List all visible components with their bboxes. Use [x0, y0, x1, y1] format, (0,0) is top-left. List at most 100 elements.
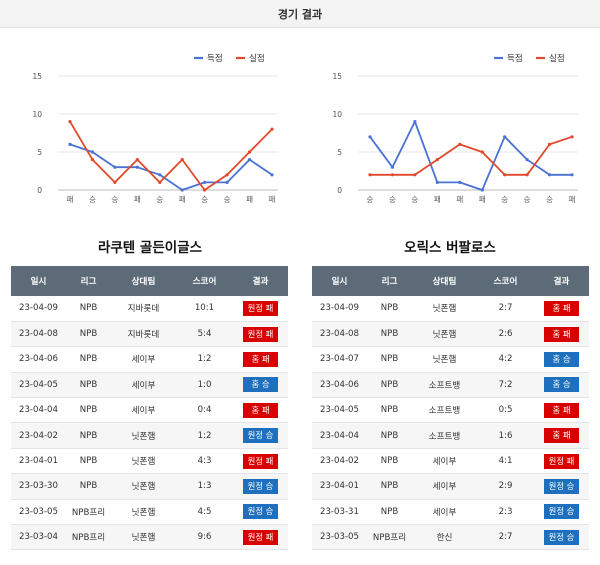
- cell-league: NPB: [66, 321, 111, 348]
- cell-league: NPB: [367, 422, 412, 449]
- cell-date: 23-04-05: [11, 372, 66, 399]
- cell-opponent: 지바롯데: [111, 321, 176, 348]
- result-badge: 홈 패: [544, 402, 579, 418]
- cell-result: 홈 패: [233, 397, 288, 424]
- cell-date: 23-04-05: [312, 397, 367, 424]
- x-tick-label: 패: [246, 194, 253, 204]
- data-point: [368, 173, 372, 177]
- cell-date: 23-04-06: [312, 372, 367, 399]
- cell-opponent: 세이부: [111, 346, 176, 373]
- table-row: 23-04-08 NPB 닛폰햄 2:6 홈 패: [312, 321, 589, 348]
- cell-score: 5:4: [176, 321, 233, 348]
- x-tick-label: 승: [411, 195, 418, 204]
- cell-opponent: 닛폰햄: [111, 448, 176, 475]
- result-badge: 원정 패: [243, 326, 278, 342]
- data-point: [113, 165, 117, 169]
- data-point: [435, 180, 439, 184]
- data-point: [503, 135, 507, 139]
- table-row: 23-04-02 NPB 닛폰햄 1:2 원정 승: [11, 422, 288, 449]
- data-point: [435, 158, 439, 162]
- table-header-row: 일시 리그 상대팀 스코어 결과: [11, 266, 288, 296]
- cell-score: 2:9: [477, 473, 534, 500]
- table-row: 23-04-06 NPB 세이부 1:2 홈 패: [11, 346, 288, 373]
- data-point: [547, 173, 552, 177]
- data-point: [480, 188, 484, 192]
- cell-date: 23-04-08: [312, 321, 367, 348]
- cell-score: 1:3: [176, 473, 233, 500]
- data-point: [247, 150, 252, 154]
- cell-result: 원정 패: [233, 524, 288, 551]
- cell-opponent: 닛폰햄: [111, 499, 176, 526]
- x-tick-label: 승: [111, 195, 118, 204]
- cell-score: 1:2: [176, 346, 233, 373]
- result-badge: 원정 패: [243, 453, 278, 469]
- cell-result: 원정 패: [233, 448, 288, 475]
- cell-result: 원정 승: [534, 499, 589, 526]
- cell-date: 23-03-05: [11, 499, 66, 526]
- cell-opponent: 닛폰햄: [111, 524, 176, 551]
- cell-league: NPB: [367, 397, 412, 424]
- data-point: [203, 180, 207, 184]
- cell-result: 홈 패: [534, 296, 589, 322]
- result-badge: 홈 패: [544, 428, 579, 444]
- cell-league: NPB: [66, 397, 111, 424]
- cell-date: 23-04-09: [312, 296, 367, 322]
- result-badge: 홈 승: [544, 377, 579, 393]
- page-title: 경기 결과: [0, 0, 600, 28]
- cell-result: 홈 패: [534, 422, 589, 449]
- cell-date: 23-04-07: [312, 346, 367, 373]
- data-point: [390, 165, 395, 169]
- cell-opponent: 소프트뱅: [412, 372, 477, 399]
- data-point: [413, 120, 417, 124]
- result-badge: 원정 패: [243, 529, 278, 545]
- col-league: 리그: [367, 266, 412, 296]
- y-tick-label: 15: [32, 72, 42, 81]
- cell-league: NPB: [66, 296, 111, 322]
- x-tick-label: 승: [524, 195, 531, 204]
- x-tick-label: 패: [179, 194, 186, 204]
- cell-date: 23-04-04: [11, 397, 66, 424]
- data-point: [90, 158, 95, 162]
- data-point: [525, 173, 529, 177]
- cell-league: NPB: [367, 372, 412, 399]
- data-point: [270, 173, 274, 177]
- cell-league: NPB: [367, 448, 412, 475]
- cell-opponent: 닛폰햄: [412, 321, 477, 348]
- cell-result: 홈 승: [534, 372, 589, 399]
- col-opponent: 상대팀: [412, 266, 477, 296]
- result-badge: 홈 패: [544, 326, 579, 342]
- table-row: 23-04-07 NPB 닛폰햄 4:2 홈 승: [312, 346, 589, 373]
- result-badge: 원정 승: [544, 529, 579, 545]
- cell-result: 원정 승: [233, 473, 288, 500]
- cell-league: NPB: [66, 448, 111, 475]
- cell-score: 4:2: [477, 346, 534, 373]
- cell-opponent: 세이부: [111, 372, 176, 399]
- table-row: 23-04-09 NPB 닛폰햄 2:7 홈 패: [312, 296, 589, 322]
- x-tick-label: 패: [134, 194, 141, 204]
- cell-result: 홈 승: [534, 346, 589, 373]
- cell-result: 원정 승: [534, 524, 589, 551]
- cell-score: 9:6: [176, 524, 233, 551]
- result-badge: 원정 패: [544, 453, 579, 469]
- data-point: [570, 173, 574, 177]
- table-row: 23-04-08 NPB 지바롯데 5:4 원정 패: [11, 321, 288, 348]
- cell-opponent: 세이부: [412, 473, 477, 500]
- legend-label-scored: 득점: [207, 53, 223, 64]
- result-badge: 원정 승: [243, 478, 278, 494]
- cell-score: 2:7: [477, 296, 534, 322]
- data-point: [68, 142, 72, 146]
- data-point: [458, 142, 462, 146]
- cell-league: NPB: [66, 422, 111, 449]
- line-chart-orix: 득점 실점 0 5 10 15 승 승 승 패 패 패 승 승 승 패: [332, 53, 578, 204]
- x-tick-label: 패: [569, 194, 576, 204]
- x-tick-label: 패: [67, 194, 74, 204]
- cell-league: NPB: [367, 473, 412, 500]
- col-date: 일시: [11, 266, 66, 296]
- data-point: [503, 173, 507, 177]
- cell-score: 0:5: [477, 397, 534, 424]
- x-tick-label: 승: [89, 195, 96, 204]
- result-badge: 원정 승: [544, 504, 579, 520]
- table-row: 23-03-31 NPB 세이부 2:3 원정 승: [312, 499, 589, 526]
- data-point: [547, 142, 552, 146]
- table-row: 23-03-30 NPB 닛폰햄 1:3 원정 승: [11, 473, 288, 500]
